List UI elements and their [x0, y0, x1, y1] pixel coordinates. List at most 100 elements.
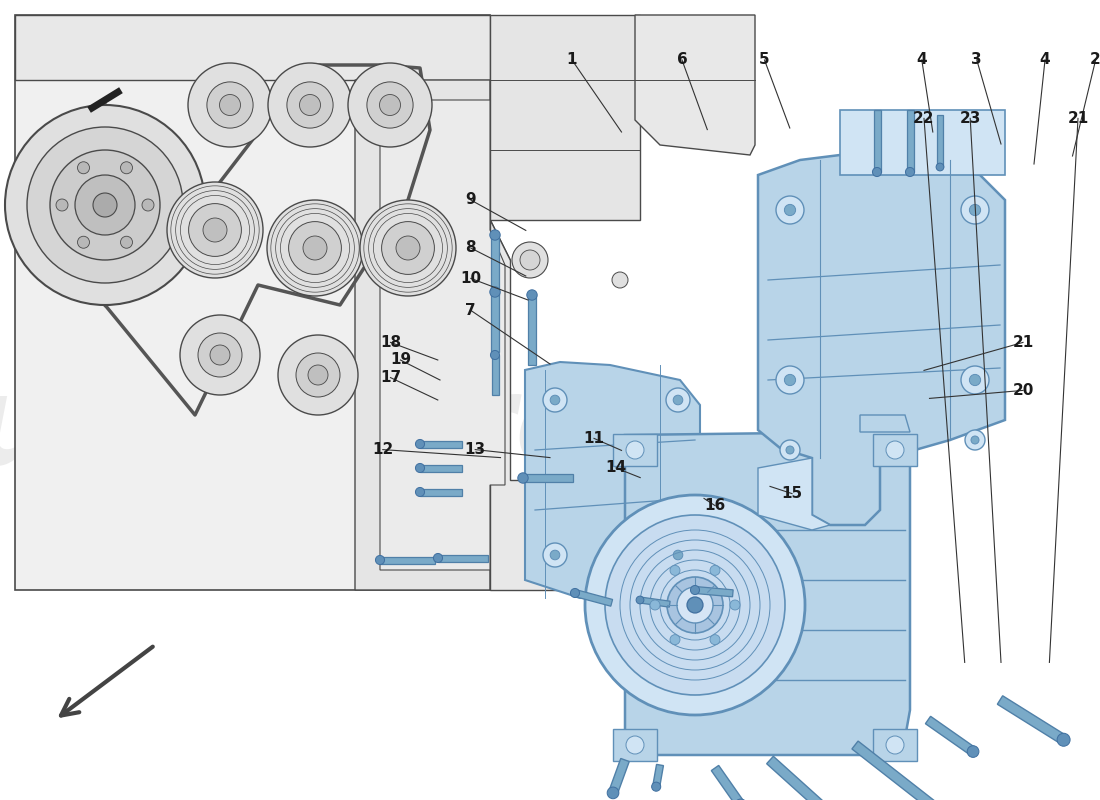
Circle shape: [416, 439, 425, 449]
Polygon shape: [851, 741, 945, 800]
Circle shape: [188, 63, 272, 147]
Circle shape: [543, 543, 566, 567]
Polygon shape: [998, 696, 1066, 744]
Polygon shape: [490, 15, 640, 220]
Polygon shape: [355, 80, 510, 590]
Circle shape: [688, 597, 703, 613]
Circle shape: [651, 782, 661, 791]
Polygon shape: [635, 15, 755, 155]
Circle shape: [520, 250, 540, 270]
Circle shape: [735, 799, 747, 800]
Text: 22: 22: [913, 111, 935, 126]
Polygon shape: [639, 597, 670, 607]
Text: 12: 12: [372, 442, 394, 457]
Circle shape: [75, 175, 135, 235]
Polygon shape: [873, 729, 917, 761]
Circle shape: [710, 634, 720, 645]
Circle shape: [961, 366, 989, 394]
Circle shape: [416, 463, 425, 473]
Text: 15: 15: [781, 486, 803, 501]
Circle shape: [667, 577, 723, 633]
Text: 19: 19: [389, 353, 411, 367]
Circle shape: [776, 196, 804, 224]
Circle shape: [666, 388, 690, 412]
Polygon shape: [525, 362, 700, 598]
Polygon shape: [491, 235, 499, 295]
Text: 6: 6: [676, 53, 688, 67]
Circle shape: [210, 345, 230, 365]
Circle shape: [670, 566, 680, 575]
Text: 13: 13: [464, 442, 486, 457]
Circle shape: [550, 395, 560, 405]
Text: 21: 21: [1012, 335, 1034, 350]
Text: 4: 4: [1040, 53, 1050, 67]
Polygon shape: [758, 458, 830, 530]
Circle shape: [204, 218, 227, 242]
Circle shape: [776, 366, 804, 394]
Text: 5: 5: [759, 53, 770, 67]
Polygon shape: [625, 432, 910, 755]
Circle shape: [780, 440, 800, 460]
Circle shape: [348, 63, 432, 147]
Circle shape: [961, 196, 989, 224]
Polygon shape: [608, 758, 629, 794]
Text: 14: 14: [605, 461, 627, 475]
Circle shape: [396, 236, 420, 260]
Circle shape: [969, 374, 980, 386]
Circle shape: [288, 222, 341, 274]
Polygon shape: [652, 764, 663, 787]
Circle shape: [710, 566, 720, 575]
Polygon shape: [937, 115, 943, 167]
Polygon shape: [490, 220, 640, 590]
Circle shape: [94, 193, 117, 217]
Circle shape: [550, 550, 560, 560]
Circle shape: [6, 105, 205, 305]
Circle shape: [730, 600, 740, 610]
Polygon shape: [873, 110, 880, 172]
Circle shape: [207, 82, 253, 128]
Polygon shape: [420, 489, 462, 495]
Circle shape: [367, 82, 414, 128]
Polygon shape: [712, 766, 745, 800]
Circle shape: [936, 163, 944, 171]
Circle shape: [872, 167, 881, 177]
Polygon shape: [860, 415, 910, 432]
Circle shape: [886, 736, 904, 754]
Polygon shape: [758, 155, 1005, 525]
Circle shape: [691, 586, 700, 594]
Circle shape: [886, 441, 904, 459]
Circle shape: [666, 543, 690, 567]
Circle shape: [626, 736, 644, 754]
Circle shape: [375, 555, 385, 565]
Circle shape: [636, 596, 644, 604]
Circle shape: [969, 204, 980, 215]
Text: 8: 8: [465, 241, 476, 255]
Polygon shape: [906, 110, 913, 172]
Circle shape: [433, 554, 442, 562]
Circle shape: [188, 204, 241, 256]
Text: 4: 4: [916, 53, 927, 67]
Circle shape: [670, 634, 680, 645]
Circle shape: [585, 495, 805, 715]
Circle shape: [491, 350, 499, 359]
Polygon shape: [15, 15, 510, 590]
Polygon shape: [379, 557, 434, 563]
Circle shape: [77, 236, 89, 248]
Circle shape: [50, 150, 160, 260]
Polygon shape: [840, 110, 1005, 175]
Text: 23: 23: [959, 111, 981, 126]
Text: 3: 3: [971, 53, 982, 67]
Circle shape: [77, 162, 89, 174]
Circle shape: [167, 182, 263, 278]
Text: 21: 21: [1067, 111, 1089, 126]
Polygon shape: [492, 355, 498, 395]
Polygon shape: [528, 295, 536, 365]
Circle shape: [490, 230, 500, 240]
Circle shape: [28, 127, 183, 283]
Polygon shape: [613, 729, 657, 761]
Polygon shape: [873, 434, 917, 466]
Polygon shape: [420, 441, 462, 447]
Circle shape: [650, 600, 660, 610]
Circle shape: [571, 589, 580, 598]
Circle shape: [121, 162, 132, 174]
